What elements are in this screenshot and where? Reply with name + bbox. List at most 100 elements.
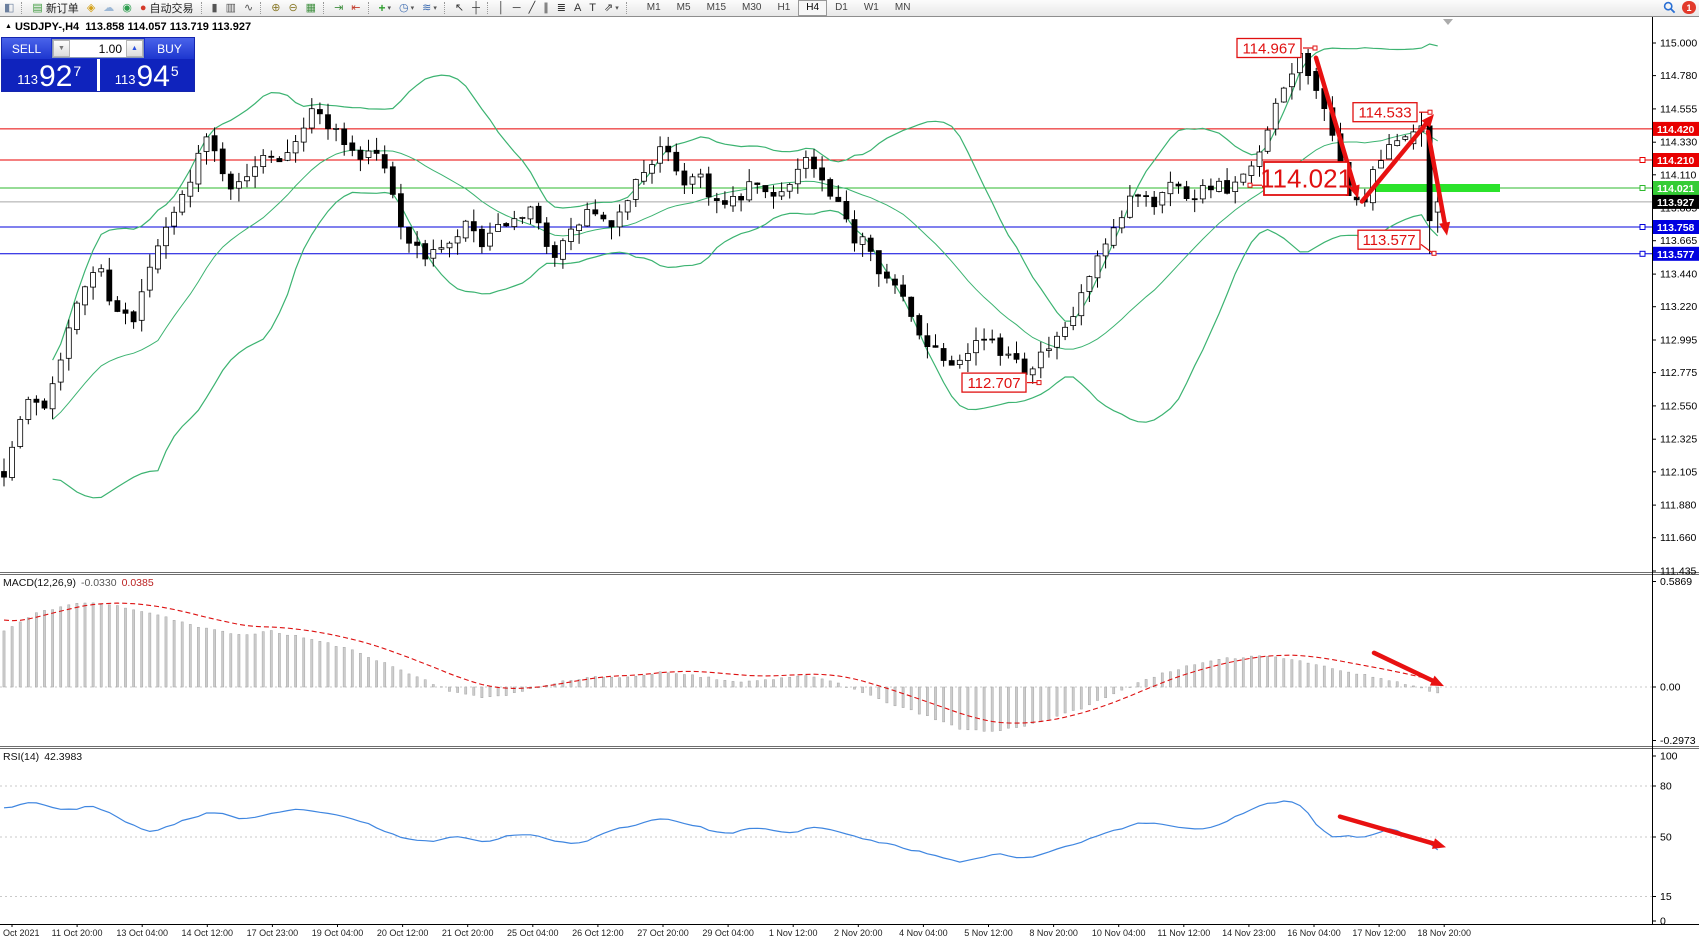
periods-icon[interactable]: ◷ ▾ — [399, 2, 415, 14]
svg-text:11 Nov 12:00: 11 Nov 12:00 — [1157, 928, 1210, 937]
price-annotation[interactable] — [1263, 161, 1349, 196]
svg-text:26 Oct 12:00: 26 Oct 12:00 — [572, 928, 624, 937]
svg-text:29 Oct 04:00: 29 Oct 04:00 — [702, 928, 754, 937]
buy-button[interactable]: BUY — [145, 38, 194, 59]
vertical-line-icon[interactable]: │ — [497, 2, 505, 14]
price-chart[interactable]: 114.967 114.533 114.021 113.577 112.707 115.0… — [0, 16, 1699, 937]
svg-text:80: 80 — [1660, 781, 1672, 793]
indicators-icon[interactable]: + ▾ — [378, 1, 392, 15]
equidistant-channel-icon[interactable]: ∥ — [543, 2, 549, 14]
tile-windows-icon[interactable]: ▦ — [305, 2, 317, 14]
candles — [1, 47, 1441, 487]
timeframe-m1[interactable]: M1 — [646, 2, 661, 13]
sell-button[interactable]: SELL — [2, 38, 51, 59]
svg-text:0: 0 — [1660, 916, 1666, 928]
timeframe-m15[interactable]: M15 — [706, 2, 727, 13]
ohlc-values: 113.858 114.057 113.719 113.927 — [85, 21, 252, 33]
svg-text:17 Nov 12:00: 17 Nov 12:00 — [1352, 928, 1406, 937]
svg-text:15: 15 — [1660, 891, 1672, 903]
svg-text:1 Nov 12:00: 1 Nov 12:00 — [769, 928, 818, 937]
new-order-icon[interactable]: ▤ 新订单 — [32, 2, 79, 15]
price-annotation[interactable] — [961, 372, 1027, 393]
text-label-icon[interactable]: T — [589, 2, 597, 14]
macd-params: MACD(12,26,9) — [3, 577, 76, 589]
rsi-line — [3, 800, 1439, 863]
svg-text:14 Oct 12:00: 14 Oct 12:00 — [182, 928, 234, 937]
svg-text:112.550: 112.550 — [1660, 400, 1697, 412]
svg-text:0.00: 0.00 — [1660, 682, 1681, 694]
timeframe-mn[interactable]: MN — [894, 2, 911, 13]
zoom-out-icon[interactable]: ⊖ — [288, 2, 298, 14]
volume-increase-button[interactable]: ▲ — [126, 40, 143, 57]
volume-decrease-button[interactable]: ▼ — [53, 40, 70, 57]
svg-text:10 Nov 04:00: 10 Nov 04:00 — [1092, 928, 1146, 937]
buy-price-big: 94 — [136, 60, 170, 93]
hline-handle[interactable] — [1639, 250, 1646, 257]
svg-text:27 Oct 20:00: 27 Oct 20:00 — [637, 928, 689, 937]
svg-text:21 Oct 20:00: 21 Oct 20:00 — [442, 928, 494, 937]
svg-text:19 Oct 04:00: 19 Oct 04:00 — [312, 928, 364, 937]
timeframe-d1[interactable]: D1 — [835, 2, 848, 13]
svg-text:0.5869: 0.5869 — [1660, 576, 1692, 588]
rsi-pane[interactable] — [0, 785, 1652, 897]
rsi-label: RSI(14) 42.3983 — [3, 751, 87, 763]
fibonacci-icon[interactable]: ≣ — [556, 2, 566, 14]
notification-badge[interactable]: 1 — [1682, 1, 1696, 14]
chart-shift-icon[interactable]: ⇤ — [351, 2, 361, 14]
horizontal-line-icon[interactable]: ─ — [512, 2, 521, 14]
toolbar-separator — [486, 2, 491, 14]
crosshair-icon[interactable]: ┼ — [472, 2, 480, 14]
auto-scroll-icon[interactable]: ⇥ — [334, 2, 344, 14]
price-annotation[interactable] — [1352, 102, 1418, 123]
search-icon[interactable] — [1663, 1, 1676, 14]
chart-window-icon[interactable]: ◧ — [4, 2, 15, 14]
svg-text:113.577: 113.577 — [1657, 249, 1695, 261]
macd-pane[interactable] — [0, 602, 1652, 732]
volume-stepper: ▼ ▲ — [52, 39, 144, 58]
macd-main-value: -0.0330 — [80, 577, 117, 589]
zoom-in-icon[interactable]: ⊕ — [271, 2, 281, 14]
price-annotation[interactable] — [1357, 229, 1421, 250]
price-badge — [1653, 246, 1699, 261]
signal-icon[interactable]: ◉ — [122, 2, 132, 14]
volume-input[interactable] — [70, 40, 126, 57]
svg-text:114.210: 114.210 — [1657, 155, 1695, 167]
bar-view-icon[interactable]: ▥ — [225, 2, 237, 14]
svg-text:114.420: 114.420 — [1657, 124, 1695, 136]
timeframe-h1[interactable]: H1 — [777, 2, 791, 13]
svg-text:17 Oct 23:00: 17 Oct 23:00 — [247, 928, 299, 937]
toolbar: ◧ ▤ 新订单 ◈ ☁ ◉ ● 自动交易 ▮ ▥ ∿ ⊕ ⊖ ▦ ⇥ ⇤ + ▾ ◷ ▾ ≋ ▾ ↖ ┼ │ ─ ╱ ∥ ≣ A T ⇗ ▾ M… — [0, 0, 1699, 17]
price-annotation[interactable] — [1236, 37, 1302, 59]
sell-price-sup: 7 — [73, 63, 82, 79]
toolbar-right: 1 — [1663, 1, 1696, 14]
annotation-labels[interactable]: 114.967 114.533 114.021 113.577 112.707 — [961, 37, 1437, 393]
timeframe-h4[interactable]: H4 — [798, 0, 828, 16]
deposit-icon[interactable]: ◈ — [86, 2, 96, 14]
bollinger-bands — [52, 43, 1439, 499]
svg-text:50: 50 — [1660, 832, 1672, 844]
buy-price-button[interactable]: 113 94 5 — [99, 59, 194, 93]
sell-price-button[interactable]: 113 92 7 — [2, 59, 97, 92]
autotrade-icon[interactable]: ● 自动交易 — [139, 2, 194, 15]
trendline-icon[interactable]: ╱ — [528, 2, 536, 14]
svg-text:112.707: 112.707 — [967, 375, 1020, 392]
svg-text:115.000: 115.000 — [1660, 38, 1697, 50]
hline-handle[interactable] — [1639, 224, 1646, 230]
date-axis: Oct 2021 11 Oct 20:00 13 Oct 04:00 14 Oct 1… — [3, 924, 1471, 937]
timeframe-m30[interactable]: M30 — [742, 2, 762, 13]
toolbar-separator — [260, 2, 264, 14]
line-view-icon[interactable]: ∿ — [244, 2, 254, 14]
arrows-icon[interactable]: ⇗ ▾ — [604, 2, 619, 14]
price-badge — [1653, 121, 1699, 136]
svg-text:112.775: 112.775 — [1660, 367, 1697, 379]
candlestick-view-icon[interactable]: ▮ — [211, 2, 218, 14]
templates-icon[interactable]: ≋ ▾ — [422, 2, 437, 14]
hline-handle[interactable] — [1639, 157, 1646, 163]
cursor-icon[interactable]: ↖ — [454, 2, 465, 14]
hline-handle[interactable] — [1639, 185, 1646, 191]
timeframe-w1[interactable]: W1 — [863, 2, 879, 13]
text-icon[interactable]: A — [573, 2, 582, 14]
svg-text:100: 100 — [1660, 751, 1678, 763]
timeframe-m5[interactable]: M5 — [676, 2, 691, 13]
cloud-icon[interactable]: ☁ — [103, 2, 115, 14]
